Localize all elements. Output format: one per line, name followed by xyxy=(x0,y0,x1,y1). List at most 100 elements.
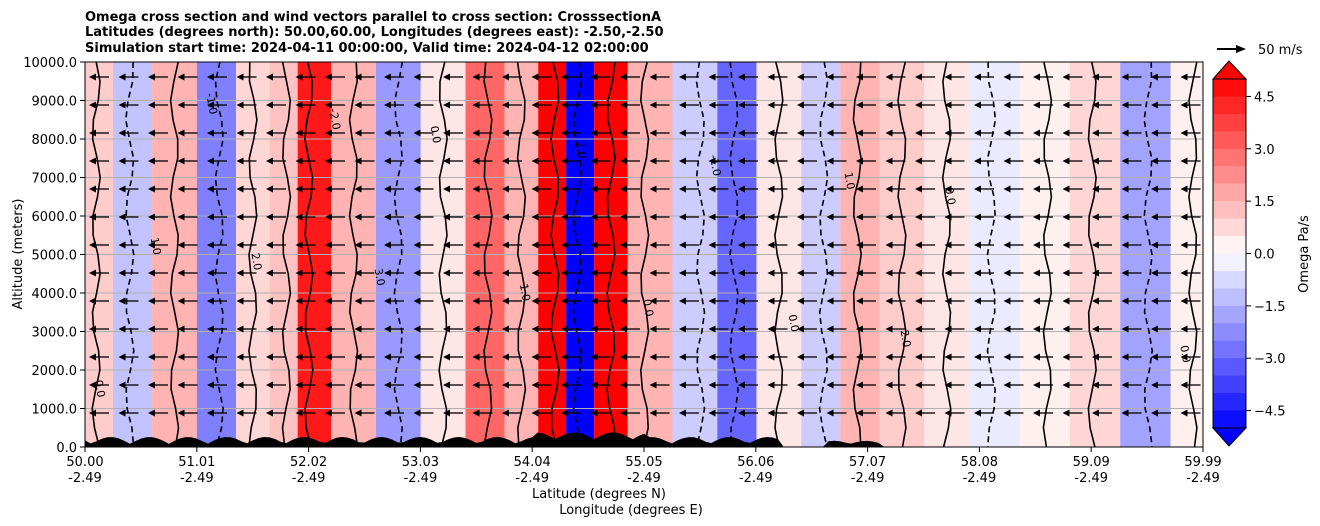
wind-vector-head xyxy=(915,353,922,361)
wind-vector-head xyxy=(1092,325,1099,333)
wind-vector-head xyxy=(472,409,480,417)
colorbar-step xyxy=(1213,183,1246,202)
wind-vector-head xyxy=(561,241,568,249)
wind-vector-head xyxy=(620,129,627,137)
wind-vector-head xyxy=(236,129,244,137)
wind-vector-head xyxy=(1180,129,1188,137)
wind-vector-head xyxy=(266,73,273,81)
contour-line xyxy=(393,62,404,447)
wind-vector-head xyxy=(767,353,775,361)
wind-vector-head xyxy=(797,157,804,165)
wind-vector-head xyxy=(1062,325,1070,333)
y-tick-label: 9000.0 xyxy=(32,95,78,110)
x-tick-latitude: 55.05 xyxy=(625,455,662,470)
contour-label: 0.0 xyxy=(942,186,958,205)
x-tick-latitude: 56.06 xyxy=(737,455,774,470)
x-tick-longitude: -2.49 xyxy=(404,471,438,486)
wind-vector-head xyxy=(118,325,126,333)
contour-line xyxy=(304,62,314,447)
wind-vector-head xyxy=(354,185,362,193)
wind-vector-head xyxy=(1003,297,1011,305)
contour-line xyxy=(1188,62,1198,447)
colorbar-label: Omega Pa/s xyxy=(1297,215,1312,293)
wind-vector-head xyxy=(1003,409,1011,417)
wind-vector-head xyxy=(266,241,273,249)
wind-vector-head xyxy=(708,73,716,81)
wind-vector-head xyxy=(649,353,657,361)
wind-vector-head xyxy=(649,73,657,81)
wind-vector-head xyxy=(738,157,745,165)
chart-title: Omega cross section and wind vectors par… xyxy=(85,10,664,56)
wind-vector-head xyxy=(561,269,568,277)
wind-vector-head xyxy=(502,213,509,221)
wind-vector-head xyxy=(974,129,981,137)
wind-vector-head xyxy=(177,73,185,81)
colorbar-step xyxy=(1213,305,1246,324)
omega-contour-lines xyxy=(91,62,1198,447)
colorbar-step xyxy=(1213,201,1246,220)
wind-vector-head xyxy=(354,409,362,417)
wind-vector-head xyxy=(856,129,863,137)
y-axis-label: Altitude (meters) xyxy=(11,199,26,310)
colorbar-step xyxy=(1213,131,1246,150)
wind-vector-head xyxy=(708,157,716,165)
wind-vector-head xyxy=(325,269,332,277)
wind-vector-head xyxy=(1121,157,1129,165)
wind-vector-head xyxy=(797,409,804,417)
wind-vector-head xyxy=(502,157,509,165)
wind-vector-head xyxy=(649,269,657,277)
wind-vector-head xyxy=(413,73,421,81)
wind-vector-head xyxy=(236,213,244,221)
wind-vector-head xyxy=(118,157,126,165)
y-tick-label: 10000.0 xyxy=(23,56,77,71)
wind-vector-head xyxy=(915,73,922,81)
wind-vector-head xyxy=(502,241,509,249)
wind-vector-head xyxy=(207,325,214,333)
wind-vector-head xyxy=(1121,353,1129,361)
wind-vector-head xyxy=(856,297,863,305)
wind-vector-head xyxy=(1033,381,1040,389)
wind-vector-head xyxy=(974,241,981,249)
contour-line xyxy=(639,62,650,447)
x-tick-longitude: -2.49 xyxy=(292,471,326,486)
wind-vector-head xyxy=(797,325,804,333)
x-tick-longitude: -2.49 xyxy=(739,471,773,486)
wind-vector-head xyxy=(1121,409,1129,417)
wind-vector-head xyxy=(118,129,126,137)
wind-vector-head xyxy=(915,409,922,417)
colorbar-tick-label: 3.0 xyxy=(1254,143,1275,158)
wind-vector-head xyxy=(236,241,244,249)
wind-vector-head xyxy=(649,381,657,389)
wind-vector-head xyxy=(89,213,96,221)
wind-vector-head xyxy=(856,325,863,333)
wind-vector-head xyxy=(1003,353,1011,361)
wind-vector-head xyxy=(236,325,244,333)
wind-vector-head xyxy=(177,129,185,137)
wind-vector-head xyxy=(443,73,450,81)
wind-vector-head xyxy=(1180,241,1188,249)
wind-vector-head xyxy=(767,297,775,305)
wind-vector-head xyxy=(915,381,922,389)
wind-vector-head xyxy=(1092,409,1099,417)
wind-vector-head xyxy=(236,269,244,277)
wind-vector-head xyxy=(118,241,126,249)
wind-vector-head xyxy=(974,101,981,109)
wind-vector-head xyxy=(856,73,863,81)
wind-vector-head xyxy=(826,241,834,249)
title-line-3: Simulation start time: 2024-04-11 00:00:… xyxy=(85,41,649,56)
y-tick-label: 0.0 xyxy=(56,441,77,456)
contour-label: 0.0 xyxy=(427,125,443,144)
y-tick-label: 5000.0 xyxy=(32,249,78,264)
wind-vector-head xyxy=(856,101,863,109)
wind-vector-head xyxy=(1151,381,1158,389)
wind-vector-head xyxy=(649,185,657,193)
wind-vector-head xyxy=(177,381,185,389)
contour-line xyxy=(606,62,616,447)
wind-vector-head xyxy=(531,297,539,305)
wind-vector-head xyxy=(177,101,185,109)
wind-vector-head xyxy=(1151,157,1158,165)
wind-vector-head xyxy=(620,409,627,417)
wind-vector-head xyxy=(236,157,244,165)
wind-vector-head xyxy=(856,185,863,193)
wind-vector-head xyxy=(679,185,686,193)
